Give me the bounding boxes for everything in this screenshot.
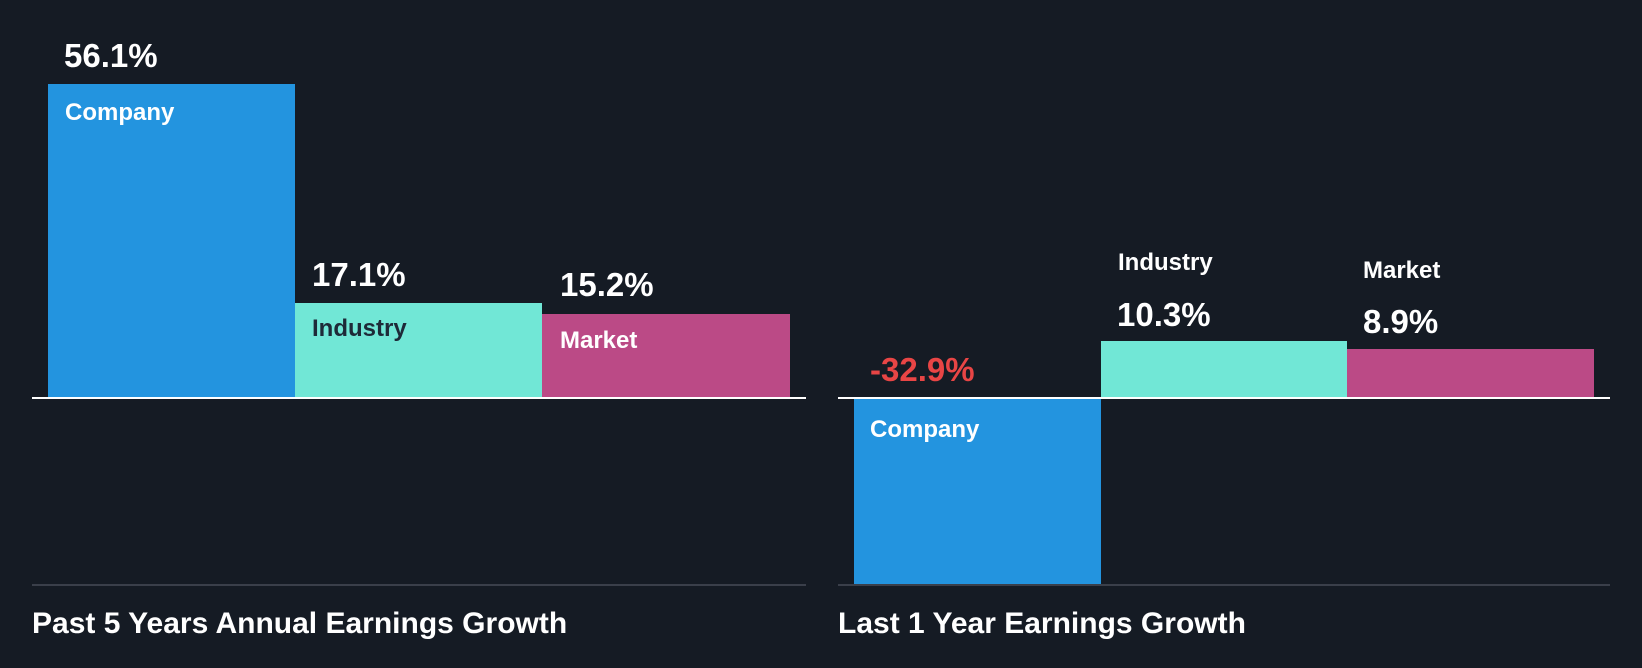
bar-industry [295, 303, 542, 397]
value-label-company: -32.9% [870, 351, 975, 388]
bar-company [854, 399, 1101, 584]
value-label-industry: 17.1% [312, 256, 406, 293]
value-label-company: 56.1% [64, 37, 158, 74]
bottom-axis-line [32, 584, 806, 586]
category-label-industry: Industry [312, 315, 407, 342]
category-label-industry: Industry [1118, 249, 1213, 276]
bottom-axis-line [838, 584, 1610, 586]
value-label-market: 8.9% [1363, 303, 1439, 340]
zero-baseline [32, 397, 806, 399]
bar-industry [1101, 341, 1347, 397]
zero-baseline [838, 397, 1610, 399]
chart-title: Last 1 Year Earnings Growth [838, 607, 1246, 640]
category-label-company: Company [65, 99, 175, 126]
chart-title: Past 5 Years Annual Earnings Growth [32, 607, 568, 640]
value-label-market: 15.2% [560, 266, 654, 303]
category-label-company: Company [870, 416, 980, 443]
value-label-industry: 10.3% [1117, 296, 1211, 333]
category-label-market: Market [1363, 257, 1441, 284]
category-label-market: Market [560, 327, 638, 354]
bar-company [48, 84, 295, 397]
bar-market [1347, 349, 1594, 397]
bar-market [542, 314, 790, 397]
